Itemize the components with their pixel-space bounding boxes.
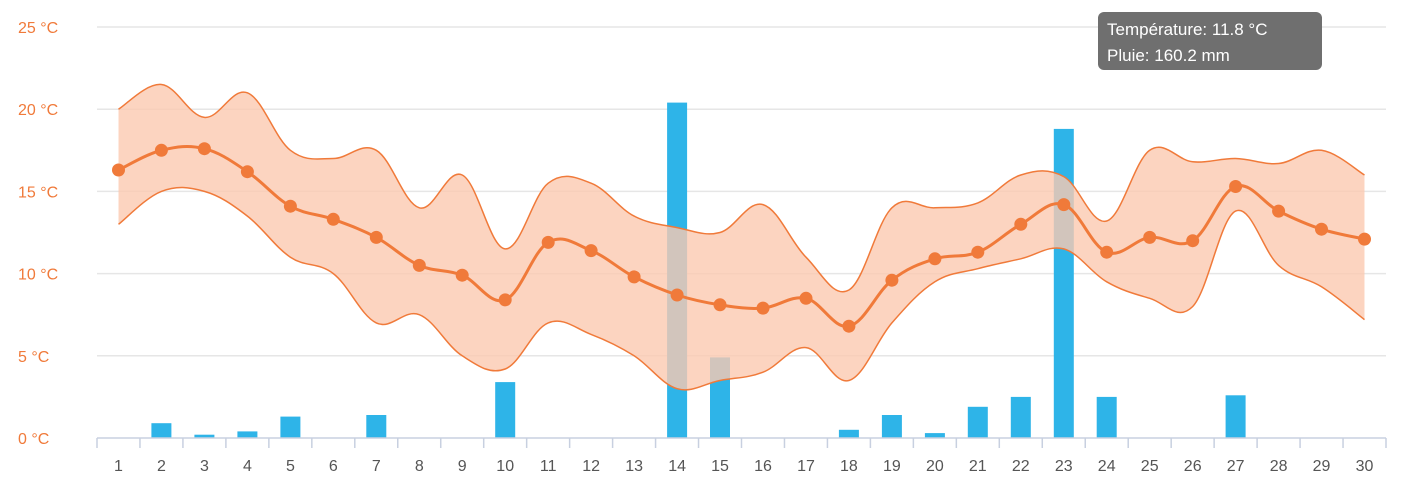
x-tick-label: 29	[1313, 458, 1331, 475]
temperature-point	[842, 319, 856, 333]
temperature-point	[971, 245, 985, 259]
range-band-lower	[118, 186, 1365, 391]
rain-bar	[924, 433, 945, 438]
x-tick-label: 4	[243, 458, 252, 475]
x-axis: 1 2 3 4 5 6 7 8 9 10 11 12 13 14 15 16 17 18 19 20 21 22 23 24 2…	[96, 437, 1387, 475]
x-tick-label: 13	[625, 458, 643, 475]
temperature-point	[455, 268, 469, 282]
temperature-point	[670, 288, 684, 302]
x-tick-label: 26	[1184, 458, 1202, 475]
temperature-point	[928, 252, 942, 266]
tooltip-line-2: Pluie: 160.2 mm	[1107, 46, 1230, 65]
temperature-point	[1358, 232, 1371, 246]
temperature-point	[1057, 198, 1071, 212]
x-tick-label: 2	[157, 458, 166, 475]
temperature-point	[885, 273, 899, 287]
temperature-point	[1014, 217, 1028, 231]
rain-bar	[366, 415, 387, 438]
temperature-point	[154, 143, 168, 157]
tooltip: Température: 11.8 °C Pluie: 160.2 mm	[1098, 12, 1322, 70]
x-tick-label: 6	[329, 458, 338, 475]
x-tick-label: 10	[496, 458, 514, 475]
y-tick-label: 20 °C	[18, 102, 58, 119]
y-tick-label: 15 °C	[18, 184, 58, 201]
x-tick-label: 3	[200, 458, 209, 475]
x-tick-label: 15	[711, 458, 729, 475]
x-tick-label: 21	[969, 458, 987, 475]
x-tick-label: 12	[582, 458, 600, 475]
rain-bar	[237, 431, 258, 438]
temperature-point	[1186, 234, 1200, 248]
range-band-upper	[118, 83, 1365, 293]
rain-bar	[967, 406, 988, 438]
x-tick-label: 9	[458, 458, 467, 475]
rain-bar	[280, 416, 301, 438]
temperature-point	[326, 212, 340, 226]
x-tick-label: 16	[754, 458, 772, 475]
x-tick-label: 1	[114, 458, 123, 475]
temperature-point	[1100, 245, 1114, 259]
temperature-point	[240, 165, 254, 179]
tooltip-line-1: Température: 11.8 °C	[1107, 20, 1268, 39]
range-band-fill	[118, 84, 1365, 390]
rain-bar	[495, 382, 516, 438]
y-tick-label: 25 °C	[18, 20, 58, 37]
temperature-point	[541, 235, 555, 249]
x-tick-label: 17	[797, 458, 815, 475]
x-tick-label: 25	[1141, 458, 1159, 475]
x-tick-label: 11	[540, 458, 557, 475]
rain-bar	[881, 415, 902, 438]
rain-bar	[151, 423, 172, 438]
x-tick-label: 23	[1055, 458, 1073, 475]
temperature-point	[627, 270, 641, 284]
x-tick-label: 7	[372, 458, 381, 475]
temperature-point	[369, 230, 383, 244]
rain-bar	[1225, 395, 1246, 438]
temperature-point	[713, 298, 727, 312]
x-tick-label: 19	[883, 458, 901, 475]
x-tick-label: 5	[286, 458, 295, 475]
temperature-point	[584, 244, 598, 258]
temperature-point	[799, 291, 813, 305]
rain-bar	[194, 434, 215, 438]
temperature-points	[112, 142, 1371, 333]
temperature-range-band	[118, 83, 1365, 391]
x-tick-label: 27	[1227, 458, 1245, 475]
x-tick-label: 28	[1270, 458, 1288, 475]
temperature-point	[1143, 230, 1157, 244]
rain-bar	[1010, 396, 1031, 438]
y-axis: 0 °C 5 °C 10 °C 15 °C 20 °C 25 °C	[18, 20, 58, 448]
x-tick-label: 14	[668, 458, 686, 475]
temperature-point	[1229, 180, 1243, 193]
y-tick-label: 5 °C	[18, 349, 49, 366]
rain-bar	[838, 429, 859, 438]
rain-bar	[1096, 396, 1117, 438]
x-tick-label: 20	[926, 458, 944, 475]
temperature-point	[112, 163, 125, 177]
x-tick-label: 24	[1098, 458, 1116, 475]
x-tick-label: 8	[415, 458, 424, 475]
tooltip-box	[1098, 12, 1322, 70]
temperature-point	[283, 199, 297, 213]
temperature-point	[197, 142, 211, 156]
temperature-point	[412, 258, 426, 272]
temperature-point	[498, 293, 512, 307]
y-tick-label: 10 °C	[18, 267, 58, 284]
x-tick-label: 30	[1356, 458, 1374, 475]
y-tick-label: 0 °C	[18, 431, 49, 448]
temperature-point	[756, 301, 770, 315]
temperature-point	[1315, 222, 1328, 236]
x-tick-label: 18	[840, 458, 858, 475]
temperature-point	[1272, 204, 1286, 218]
x-tick-label: 22	[1012, 458, 1030, 475]
